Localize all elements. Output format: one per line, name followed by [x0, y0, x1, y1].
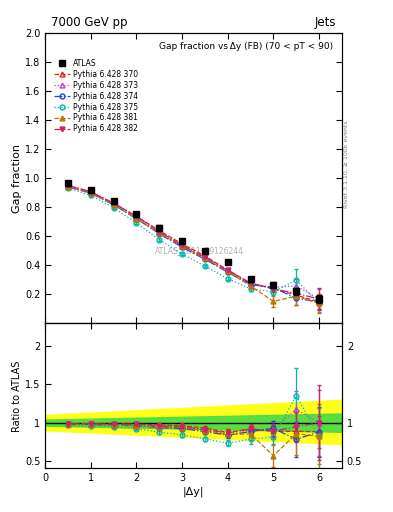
Text: Gap fraction vs Δy (FB) (70 < pT < 90): Gap fraction vs Δy (FB) (70 < pT < 90) [159, 42, 333, 51]
Y-axis label: Ratio to ATLAS: Ratio to ATLAS [12, 360, 22, 432]
Text: Rivet 3.1.10, ≥ 100k events: Rivet 3.1.10, ≥ 100k events [344, 120, 349, 208]
Text: ATLAS_2011_S9126244: ATLAS_2011_S9126244 [155, 246, 244, 255]
Text: 7000 GeV pp: 7000 GeV pp [51, 16, 128, 29]
Y-axis label: Gap fraction: Gap fraction [12, 144, 22, 213]
Text: Jets: Jets [314, 16, 336, 29]
Legend: ATLAS, Pythia 6.428 370, Pythia 6.428 373, Pythia 6.428 374, Pythia 6.428 375, P: ATLAS, Pythia 6.428 370, Pythia 6.428 37… [52, 57, 140, 135]
X-axis label: |Δy|: |Δy| [183, 486, 204, 497]
